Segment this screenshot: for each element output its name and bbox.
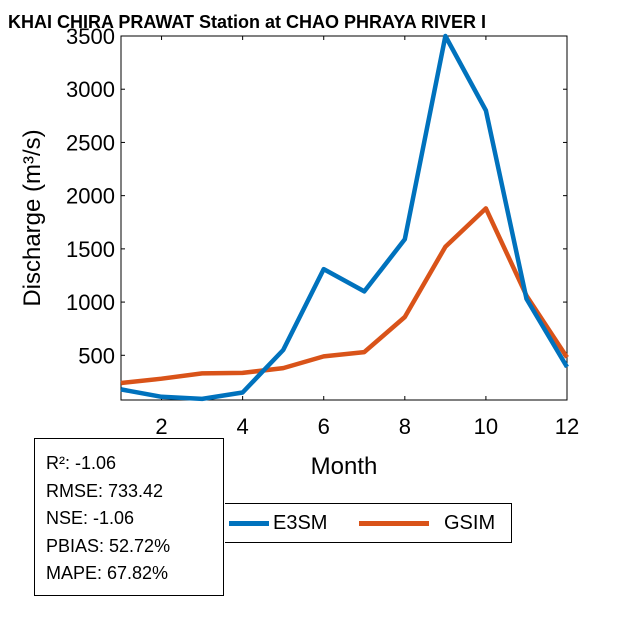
r2-stat: R²: -1.06 xyxy=(46,453,117,473)
legend-label-e3sm: E3SM xyxy=(273,512,328,534)
pbias-stat: PBIAS: 52.72% xyxy=(46,535,171,556)
mape-stat: MAPE: 67.82% xyxy=(46,563,169,583)
x-tick-label-8: 8 xyxy=(399,414,411,439)
nse-stat: NSE: -1.06 xyxy=(46,508,135,528)
y-tick-label-2000: 2000 xyxy=(66,184,115,209)
series-line-gsim xyxy=(120,206,569,386)
series-line-e3sm xyxy=(120,33,569,402)
y-tick-label-2500: 2500 xyxy=(66,130,115,155)
y-tick-label-1000: 1000 xyxy=(66,290,115,315)
x-tick-label-2: 2 xyxy=(155,414,167,439)
chart-title: KHAI CHIRA PRAWAT Station at CHAO PHRAYA… xyxy=(8,12,486,32)
legend: E3SM GSIM xyxy=(225,503,512,543)
x-tick-label-4: 4 xyxy=(237,414,249,439)
x-axis-label: Month xyxy=(311,453,378,480)
rmse-stat: RMSE: 733.42 xyxy=(46,480,164,501)
y-tick-label-3500: 3500 xyxy=(66,24,115,49)
statistics-box: R²: -1.06 RMSE: 733.42 NSE: -1.06 PBIAS:… xyxy=(34,438,224,596)
x-tick-label-6: 6 xyxy=(318,414,330,439)
legend-label-gsim: GSIM xyxy=(444,512,496,534)
y-axis-label: Discharge (m³/s) xyxy=(19,129,46,306)
axis-ticks: 2 4 6 8 10 12 500 1000 1500 2000 2500 3000 3500 xyxy=(66,24,579,439)
x-tick-label-12: 12 xyxy=(555,414,579,439)
y-tick-label-3000: 3000 xyxy=(66,77,115,102)
y-tick-label-1500: 1500 xyxy=(66,237,115,262)
plot-area xyxy=(120,35,568,401)
series-layer xyxy=(120,33,569,402)
y-tick-label-500: 500 xyxy=(78,343,115,368)
legend-line-e3sm xyxy=(229,521,269,526)
legend-line-gsim xyxy=(359,521,429,526)
x-tick-label-10: 10 xyxy=(474,414,498,439)
